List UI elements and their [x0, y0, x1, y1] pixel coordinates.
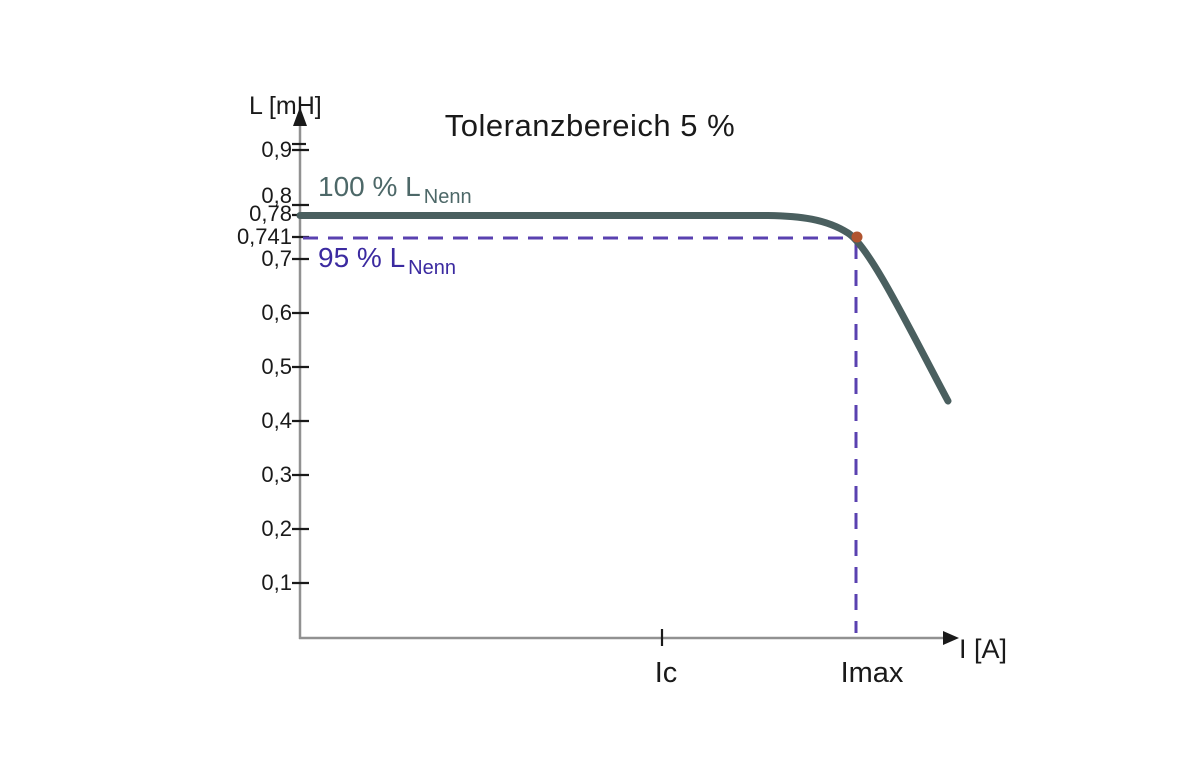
y-tick-label-04: 0,4: [261, 408, 292, 433]
y-tick-label-078: 0,78: [249, 201, 292, 226]
y-tick-label-01: 0,1: [261, 570, 292, 595]
chart-title: Toleranzbereich 5 %: [444, 108, 736, 143]
x-axis-arrow-icon: [943, 631, 959, 645]
y-tick-label-02: 0,2: [261, 516, 292, 541]
y-tick-label-07: 0,7: [261, 246, 292, 271]
x-tick-label-ic: Ic: [654, 657, 678, 689]
imax-marker-dot: [851, 231, 863, 243]
y-tick-label-03: 0,3: [261, 462, 292, 487]
tolerance-inductance-text: 95 % L: [318, 242, 406, 273]
y-tick-label-05: 0,5: [261, 354, 292, 379]
y-tick-label-09: 0,9: [261, 137, 292, 162]
y-tick-marks: [292, 142, 309, 585]
nominal-inductance-text: 100 % L: [318, 171, 421, 202]
x-tick-label-imax: Imax: [840, 657, 904, 689]
y-tick-label-0741: 0,741: [236, 224, 292, 249]
y-axis-label: L [mH]: [249, 92, 322, 120]
y-axis-arrow-icon: [293, 107, 307, 126]
tolerance-inductance-label: 95 % L Nenn: [318, 242, 456, 279]
x-axis-label: I [A]: [959, 634, 1008, 664]
tolerance-inductance-subscript: Nenn: [408, 257, 456, 279]
y-tick-label-08: 0,8: [261, 183, 292, 208]
y-tick-label-06: 0,6: [261, 300, 292, 325]
nominal-inductance-subscript: Nenn: [423, 186, 472, 208]
nominal-inductance-label: 100 % L Nenn: [318, 171, 472, 208]
